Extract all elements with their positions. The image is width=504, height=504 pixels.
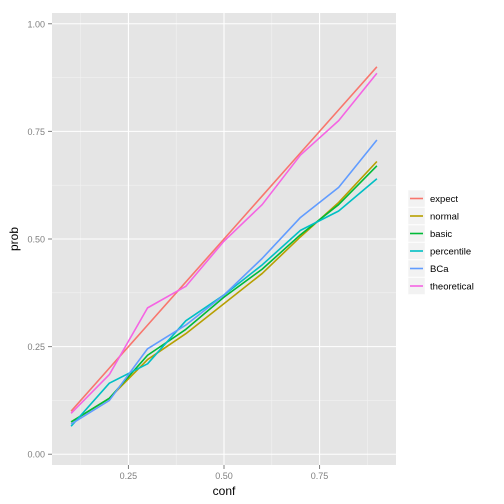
legend: expect normal basic percentile BCa theoretica… bbox=[407, 189, 474, 295]
y-tick-label: 0.00 bbox=[27, 450, 45, 460]
legend-label-bca: BCa bbox=[430, 264, 449, 275]
y-tick-label: 1.00 bbox=[27, 19, 45, 29]
y-tick-label: 0.25 bbox=[27, 342, 45, 352]
y-tick-label: 0.75 bbox=[27, 127, 45, 137]
legend-label-percentile: percentile bbox=[430, 247, 471, 258]
x-tick-label: 0.25 bbox=[120, 471, 138, 481]
x-tick-label: 0.75 bbox=[311, 471, 329, 481]
series-line-bca bbox=[70, 139, 378, 425]
legend-label-expect: expect bbox=[430, 194, 458, 205]
y-tick-label: 0.50 bbox=[27, 235, 45, 245]
x-axis-title: conf bbox=[213, 484, 236, 498]
y-axis-ticks: 0.00 0.25 0.50 0.75 1.00 bbox=[27, 19, 52, 460]
x-axis-ticks: 0.25 0.50 0.75 bbox=[120, 465, 329, 481]
series-line-theoretical bbox=[70, 72, 378, 414]
series-lines bbox=[70, 66, 378, 427]
y-axis-title: prob bbox=[7, 227, 21, 251]
legend-label-basic: basic bbox=[430, 229, 452, 240]
legend-label-theoretical: theoretical bbox=[430, 282, 474, 293]
legend-label-normal: normal bbox=[430, 212, 459, 223]
x-tick-label: 0.50 bbox=[215, 471, 233, 481]
